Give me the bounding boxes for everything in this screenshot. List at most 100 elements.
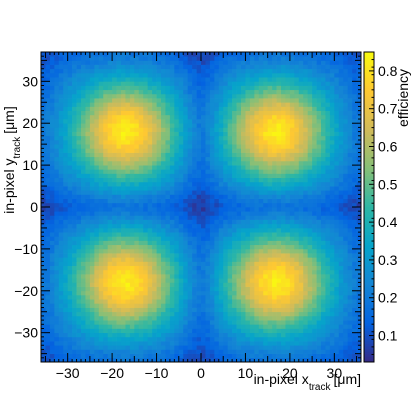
heatmap-cell [165, 89, 171, 95]
heatmap-cell [227, 215, 233, 220]
heatmap-cell [41, 315, 46, 321]
heatmap-cell [209, 139, 215, 145]
heatmap-cell [174, 194, 180, 199]
heatmap-cell [72, 219, 77, 225]
heatmap-cell [289, 341, 295, 346]
heatmap-cell [161, 85, 166, 91]
heatmap-cell [294, 274, 300, 279]
heatmap-cell [54, 127, 60, 132]
heatmap-cell [209, 89, 215, 95]
heatmap-cell [89, 156, 95, 162]
heatmap-cell [254, 123, 260, 128]
heatmap-cell [218, 299, 224, 304]
heatmap-cell [209, 110, 215, 116]
heatmap-cell [152, 85, 157, 91]
heatmap-cell [276, 110, 282, 116]
heatmap-cell [89, 341, 95, 346]
heatmap-cell [138, 320, 144, 325]
heatmap-cell [272, 299, 277, 304]
heatmap-cell [103, 311, 109, 317]
heatmap-cell [289, 324, 295, 329]
heatmap-cell [236, 144, 242, 149]
heatmap-cell [45, 194, 51, 199]
heatmap-cell [334, 248, 340, 254]
heatmap-cell [85, 89, 91, 95]
heatmap-cell [156, 72, 162, 78]
heatmap-cell [147, 236, 153, 241]
heatmap-cell [236, 207, 242, 212]
heatmap-cell [161, 102, 166, 107]
heatmap-cell [214, 98, 220, 103]
heatmap-cell [138, 253, 144, 258]
heatmap-cell [334, 357, 340, 363]
heatmap-cell [254, 173, 260, 179]
heatmap-cell [289, 77, 295, 82]
heatmap-cell [298, 89, 304, 95]
heatmap-cell [94, 294, 100, 300]
heatmap-cell [58, 148, 64, 153]
heatmap-cell [116, 198, 122, 204]
heatmap-cell [196, 261, 202, 266]
heatmap-cell [125, 248, 131, 254]
heatmap-cell [45, 93, 51, 99]
heatmap-cell [67, 131, 73, 137]
heatmap-cell [294, 307, 300, 313]
heatmap-cell [152, 160, 157, 166]
heatmap-cell [205, 211, 211, 216]
heatmap-cell [178, 106, 184, 111]
heatmap-cell [121, 77, 126, 82]
heatmap-cell [169, 139, 175, 145]
heatmap-cell [143, 303, 149, 308]
heatmap-cell [276, 131, 282, 137]
heatmap-cell [169, 135, 175, 141]
heatmap-cell [147, 336, 153, 342]
heatmap-cell [192, 72, 197, 78]
heatmap-cell [356, 72, 362, 78]
heatmap-cell [138, 219, 144, 225]
heatmap-cell [276, 290, 282, 296]
heatmap-cell [329, 114, 335, 120]
heatmap-cell [54, 311, 60, 317]
heatmap-cell [205, 93, 211, 99]
heatmap-cell [89, 227, 95, 233]
heatmap-cell [138, 324, 144, 329]
heatmap-cell [85, 127, 91, 132]
heatmap-cell [245, 341, 251, 346]
heatmap-cell [81, 227, 86, 233]
heatmap-cell [249, 89, 255, 95]
heatmap-cell [316, 202, 322, 208]
heatmap-cell [232, 315, 237, 321]
heatmap-cell [205, 106, 211, 111]
heatmap-cell [343, 72, 349, 78]
heatmap-cell [147, 106, 153, 111]
heatmap-cell [45, 110, 51, 116]
heatmap-cell [338, 156, 344, 162]
heatmap-cell [338, 311, 344, 317]
heatmap-cell [174, 278, 180, 283]
heatmap-cell [54, 211, 60, 216]
heatmap-cell [325, 315, 331, 321]
heatmap-cell [161, 244, 166, 250]
heatmap-cell [72, 282, 77, 287]
heatmap-cell [249, 215, 255, 220]
heatmap-cell [169, 265, 175, 271]
heatmap-cell [209, 357, 215, 363]
heatmap-cell [356, 253, 362, 258]
heatmap-cell [236, 349, 242, 354]
heatmap-cell [201, 303, 206, 308]
heatmap-cell [307, 177, 313, 183]
heatmap-cell [49, 127, 55, 132]
heatmap-cell [245, 165, 251, 170]
heatmap-cell [129, 156, 135, 162]
heatmap-cell [316, 232, 322, 237]
heatmap-cell [285, 72, 291, 78]
heatmap-cell [169, 274, 175, 279]
heatmap-cell [258, 253, 264, 258]
heatmap-cell [298, 165, 304, 170]
heatmap-cell [81, 165, 86, 170]
heatmap-cell [165, 106, 171, 111]
heatmap-cell [312, 307, 317, 313]
heatmap-cell [347, 207, 353, 212]
heatmap-cell [223, 123, 229, 128]
heatmap-cell [41, 328, 46, 334]
